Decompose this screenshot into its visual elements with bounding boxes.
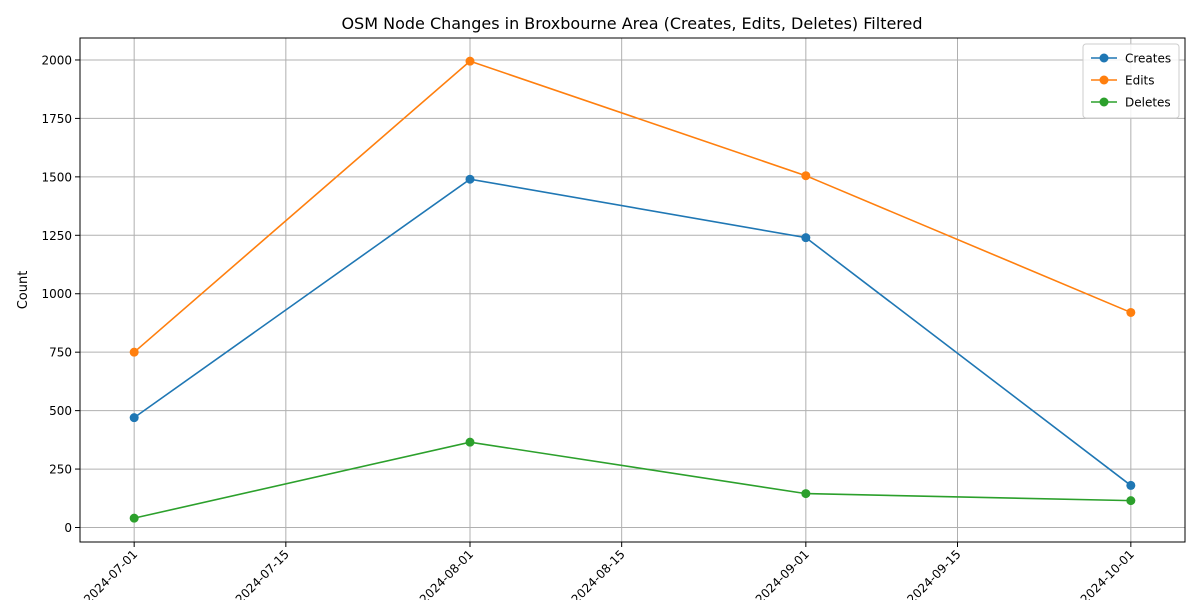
data-point-creates	[465, 174, 475, 184]
data-point-edits	[465, 56, 475, 66]
y-tick-label: 0	[64, 521, 72, 535]
data-point-creates	[129, 413, 139, 423]
data-point-deletes	[801, 489, 811, 499]
y-axis-label: Count	[16, 271, 31, 310]
data-point-deletes	[129, 513, 139, 523]
grid-lines	[80, 38, 1185, 542]
legend: Creates Edits Deletes	[1082, 43, 1180, 119]
y-tick-label: 250	[49, 463, 72, 477]
y-tick-label: 1750	[41, 112, 72, 126]
y-tick-label: 1250	[41, 229, 72, 243]
legend-label-creates: Creates	[1125, 52, 1171, 66]
legend-marker-edits	[1099, 75, 1109, 85]
y-tick-label: 2000	[41, 53, 72, 67]
plot-frame	[79, 37, 1186, 543]
data-point-deletes	[1126, 496, 1136, 506]
legend-marker-deletes	[1099, 97, 1109, 107]
legend-label-edits: Edits	[1125, 74, 1155, 88]
data-point-deletes	[465, 437, 475, 447]
series-group	[129, 56, 1136, 523]
legend-label-deletes: Deletes	[1125, 96, 1171, 110]
series-line-creates	[133, 178, 1132, 487]
series-line-deletes	[133, 441, 1131, 519]
chart-title: OSM Node Changes in Broxbourne Area (Cre…	[341, 14, 922, 33]
legend-marker-creates	[1099, 53, 1109, 63]
data-point-edits	[129, 347, 139, 357]
data-point-edits	[801, 171, 811, 181]
y-axis: 0 250 500 750 1000 1250 1500 1750 2000	[41, 53, 80, 535]
y-tick-label: 1500	[41, 170, 72, 184]
data-point-edits	[1126, 307, 1136, 317]
y-tick-label: 1000	[41, 287, 72, 301]
y-tick-label: 500	[49, 404, 72, 418]
data-point-creates	[801, 233, 811, 243]
series-line-edits	[133, 60, 1132, 353]
y-tick-label: 750	[49, 346, 72, 360]
data-point-creates	[1126, 480, 1136, 490]
